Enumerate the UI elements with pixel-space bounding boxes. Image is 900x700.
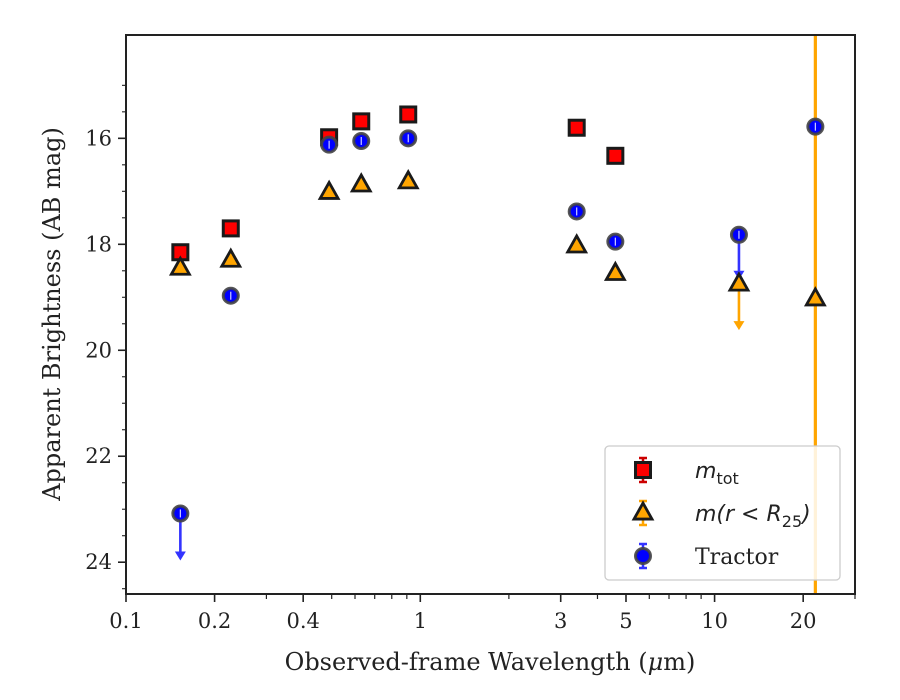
legend-entry-tractor: Tractor	[634, 542, 779, 570]
x-tick-label: 3	[554, 609, 567, 633]
points-layer	[168, 105, 827, 523]
mr25-upper-limit-arrow-head	[733, 321, 745, 331]
mr25-point	[565, 233, 589, 254]
x-tick-label: 1	[414, 609, 427, 633]
x-axis-label-mu: μ	[648, 648, 664, 676]
y-tick-label: 24	[85, 550, 112, 574]
mr25-point	[317, 179, 341, 200]
x-axis-label-main: Observed-frame Wavelength (	[285, 648, 648, 676]
x-tick-label: 0.2	[198, 609, 231, 633]
y-axis-label: Apparent Brightness (AB mag)	[38, 127, 66, 502]
legend-entry-mr25: m(r < R25)	[631, 499, 811, 531]
mr25-point	[168, 255, 192, 276]
x-tick-label: 10	[701, 609, 728, 633]
y-tick-label: 20	[85, 338, 112, 362]
mr25-point	[603, 260, 627, 281]
x-axis-label: Observed-frame Wavelength (μm)	[285, 648, 696, 676]
mtot-point	[567, 118, 586, 137]
legend-label: mtot	[695, 459, 739, 488]
mtot-point	[352, 112, 371, 131]
x-axis-label-unit: m)	[663, 648, 695, 676]
mtot-point	[606, 146, 625, 165]
legend-label: Tractor	[695, 545, 779, 570]
y-tick-label: 18	[85, 232, 112, 256]
legend-label-main: m(r < R	[695, 502, 782, 527]
x-tick-label: 0.4	[286, 609, 319, 633]
y-tick-label: 22	[85, 444, 112, 468]
y-tick-label: 16	[85, 126, 112, 150]
mr25-point	[219, 247, 243, 268]
x-tick-label: 20	[790, 609, 817, 633]
legend-label-main: m	[695, 459, 716, 484]
legend: mtot m(r < R25) Tractor	[604, 445, 841, 581]
mr25-point	[349, 172, 373, 193]
legend-label-tail: )	[800, 502, 811, 527]
legend-label-subscript: 25	[782, 512, 802, 531]
mtot-point	[399, 105, 418, 124]
tractor-upper-limit-arrow-head	[174, 551, 186, 561]
legend-label-main: Tractor	[695, 545, 779, 570]
legend-marker	[631, 500, 655, 521]
mr25-point	[396, 168, 420, 190]
mr25-point	[727, 271, 751, 292]
ticks-layer: 0.1 0.2 0.4 1 3 5 10 20 16 18 20 22 24	[85, 84, 856, 633]
plot-frame	[125, 34, 856, 595]
legend-label: m(r < R25)	[695, 502, 811, 531]
legend-box	[604, 445, 841, 581]
legend-marker	[634, 461, 652, 479]
x-tick-label: 0.1	[109, 609, 142, 633]
legend-entry-mtot: mtot	[634, 456, 739, 488]
mtot-point	[221, 219, 240, 238]
legend-label-subscript: tot	[716, 469, 738, 488]
legend-marker	[634, 547, 652, 565]
mr25-point	[803, 286, 827, 307]
x-tick-label: 5	[619, 609, 632, 633]
